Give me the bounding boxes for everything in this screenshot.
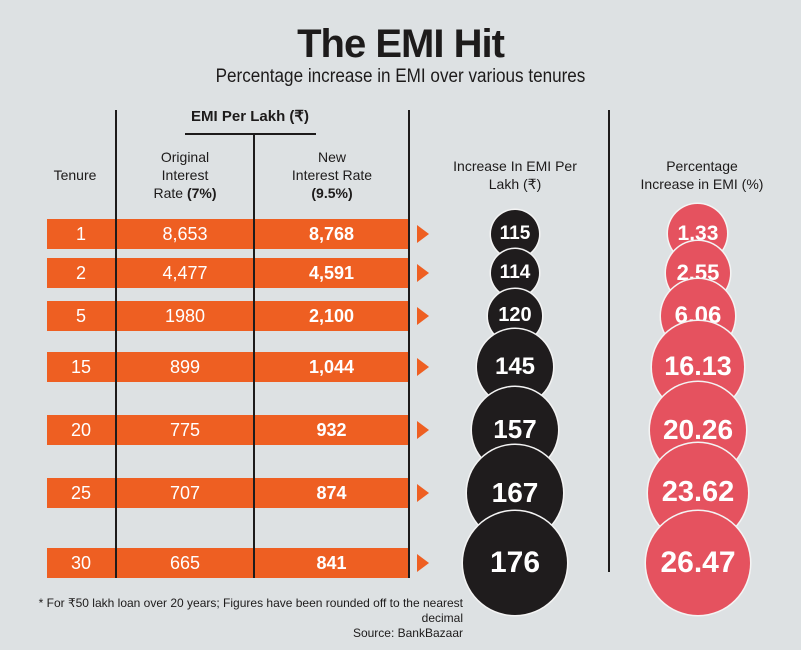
- tenure-cell: 2: [75, 263, 86, 283]
- arrow-icon: [417, 484, 429, 502]
- footnote-text: * For ₹50 lakh loan over 20 years; Figur…: [38, 596, 463, 625]
- new-emi-cell: 841: [316, 553, 347, 573]
- increase-bubble-label: 176: [489, 546, 541, 579]
- increase-bubble-label: 145: [494, 353, 536, 380]
- percentage-bubble-label: 26.47: [660, 546, 736, 579]
- original-emi-cell: 775: [169, 420, 201, 440]
- arrow-icon: [417, 264, 429, 282]
- tenure-cell: 5: [75, 306, 86, 326]
- increase-bubble: 114: [491, 249, 539, 297]
- table-row: 15 899 1,044: [47, 352, 409, 382]
- table-row: 2 4,477 4,591: [47, 258, 409, 288]
- header-new-line1: New: [317, 149, 346, 165]
- new-emi-cell: 4,591: [308, 263, 355, 283]
- percentage-bubble: 26.47: [646, 511, 750, 615]
- increase-bubble-label: 167: [491, 476, 539, 508]
- header-original-line3: Rate (7%): [118, 184, 252, 202]
- increase-bubble: 176: [463, 511, 567, 615]
- new-emi-cell: 1,044: [308, 357, 355, 377]
- header-percentage-line2: Increase in EMI (%): [640, 176, 764, 192]
- arrow-icon: [417, 554, 429, 572]
- footnote: * For ₹50 lakh loan over 20 years; Figur…: [0, 596, 463, 641]
- header-original-line1: Original: [160, 149, 210, 165]
- header-original-rate: Original Interest Rate (7%): [118, 148, 252, 202]
- divider-emi: [408, 110, 410, 578]
- tenure-cell: 15: [70, 357, 92, 377]
- table-row: 5 1980 2,100: [47, 301, 409, 331]
- source-text: Source: BankBazaar: [352, 626, 463, 640]
- header-emi-per-lakh: EMI Per Lakh (₹): [191, 108, 309, 125]
- new-emi-cell: 932: [316, 420, 347, 440]
- increase-bubble-label: 115: [499, 222, 531, 244]
- original-emi-cell: 8,653: [162, 224, 208, 244]
- header-new-rate: New Interest Rate (9.5%): [256, 148, 408, 202]
- header-original-rate-word: Rate: [153, 185, 187, 201]
- tenure-cell: 20: [70, 420, 92, 440]
- chart-subtitle: Percentage increase in EMI over various …: [215, 66, 586, 87]
- increase-bubble-label: 120: [498, 304, 532, 327]
- increase-bubble-label: 114: [499, 262, 531, 283]
- percentage-bubble-label: 23.62: [661, 476, 735, 509]
- increase-bubble-label: 157: [493, 414, 537, 445]
- header-increase-line1: Increase In EMI Per: [453, 158, 577, 174]
- header-original-rate-value: (7%): [186, 185, 217, 201]
- divider-percentage: [608, 110, 610, 572]
- tenure-cell: 30: [70, 553, 92, 573]
- table-row: 25 707 874: [47, 478, 409, 508]
- header-increase: Increase In EMI Per Lakh (₹): [420, 157, 610, 193]
- new-emi-cell: 8,768: [308, 224, 355, 244]
- original-emi-cell: 4,477: [162, 263, 208, 283]
- original-emi-cell: 707: [169, 483, 201, 503]
- original-emi-cell: 665: [169, 553, 201, 573]
- header-percentage-line1: Percentage: [666, 158, 738, 174]
- header-new-rate-value: (9.5%): [311, 185, 353, 201]
- new-emi-cell: 874: [316, 483, 347, 503]
- percentage-bubble-label: 20.26: [662, 413, 734, 445]
- header-tenure: Tenure: [53, 167, 97, 183]
- arrow-icon: [417, 225, 429, 243]
- tenure-cell: 1: [75, 224, 86, 244]
- table-row: 30 665 841: [47, 548, 409, 578]
- divider-rates: [253, 134, 255, 578]
- chart-title: The EMI Hit: [297, 22, 505, 66]
- arrow-icon: [417, 307, 429, 325]
- table-row: 1 8,653 8,768: [47, 219, 409, 249]
- original-emi-cell: 1980: [164, 306, 206, 326]
- arrow-icon: [417, 358, 429, 376]
- percentage-bubble-label: 16.13: [664, 351, 732, 382]
- table-row: 20 775 932: [47, 415, 409, 445]
- header-original-line2: Interest: [161, 167, 209, 183]
- tenure-cell: 25: [70, 483, 92, 503]
- divider-tenure: [115, 110, 117, 578]
- header-underline: [185, 133, 316, 135]
- header-percentage: Percentage Increase in EMI (%): [612, 157, 792, 193]
- header-increase-line2: Lakh (₹): [488, 176, 542, 192]
- header-new-line2: Interest Rate: [291, 167, 373, 183]
- new-emi-cell: 2,100: [308, 306, 355, 326]
- original-emi-cell: 899: [169, 357, 201, 377]
- percentage-bubble-label: 1.33: [677, 221, 719, 245]
- arrow-icon: [417, 421, 429, 439]
